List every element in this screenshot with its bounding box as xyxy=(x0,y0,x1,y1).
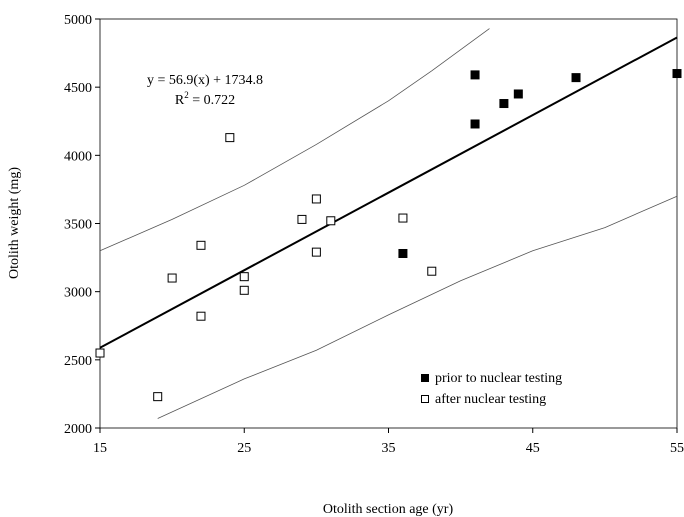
point-after-nuclear-testing xyxy=(196,240,206,250)
legend: prior to nuclear testing after nuclear t… xyxy=(421,371,562,407)
x-tick-label: 35 xyxy=(382,441,396,456)
x-tick-label: 25 xyxy=(237,441,251,456)
data-points xyxy=(95,69,682,402)
regression-equation: y = 56.9(x) + 1734.8 xyxy=(147,73,263,88)
x-axis-label: Otolith section age (yr) xyxy=(323,502,454,517)
legend-label-after: after nuclear testing xyxy=(435,392,546,407)
point-after-nuclear-testing xyxy=(297,214,307,224)
point-prior-nuclear-testing xyxy=(571,73,581,83)
r-squared-label: R2 = 0.722 xyxy=(175,90,235,108)
confidence-band-lower xyxy=(157,195,678,419)
y-tick-label: 3000 xyxy=(64,286,92,301)
point-prior-nuclear-testing xyxy=(398,248,408,258)
y-axis-label: Otolith weight (mg) xyxy=(7,167,22,279)
point-prior-nuclear-testing xyxy=(499,99,509,109)
point-prior-nuclear-testing xyxy=(470,70,480,80)
regression-line xyxy=(99,36,678,349)
r-squared-prefix: R xyxy=(175,93,185,108)
r-squared-superscript: 2 xyxy=(184,90,189,100)
axes: 15 25 35 45 55 2000 2500 3000 3500 4000 4500 5000 xyxy=(64,13,684,456)
point-after-nuclear-testing xyxy=(239,272,249,282)
point-prior-nuclear-testing xyxy=(470,119,480,129)
legend-label-prior: prior to nuclear testing xyxy=(435,371,562,386)
confidence-bands xyxy=(99,28,678,419)
x-tick-label: 55 xyxy=(670,441,684,456)
y-tick-label: 3500 xyxy=(64,218,92,233)
regression xyxy=(99,36,678,349)
y-tick-label: 5000 xyxy=(64,13,92,28)
point-after-nuclear-testing xyxy=(326,216,336,226)
point-after-nuclear-testing xyxy=(398,213,408,223)
point-after-nuclear-testing xyxy=(95,348,105,358)
x-tick-label: 45 xyxy=(526,441,540,456)
point-after-nuclear-testing xyxy=(153,392,163,402)
point-after-nuclear-testing xyxy=(311,194,321,204)
y-tick-label: 2000 xyxy=(64,422,92,437)
confidence-band-upper xyxy=(99,28,490,252)
point-after-nuclear-testing xyxy=(427,266,437,276)
r-squared-value: = 0.722 xyxy=(189,93,235,108)
legend-marker-prior xyxy=(421,374,429,382)
y-tick-label: 4500 xyxy=(64,81,92,96)
point-after-nuclear-testing xyxy=(167,273,177,283)
y-tick-label: 2500 xyxy=(64,354,92,369)
point-after-nuclear-testing xyxy=(196,311,206,321)
point-prior-nuclear-testing xyxy=(513,89,523,99)
point-after-nuclear-testing xyxy=(311,247,321,257)
y-tick-label: 4000 xyxy=(64,149,92,164)
point-after-nuclear-testing xyxy=(239,285,249,295)
x-tick-label: 15 xyxy=(93,441,107,456)
legend-marker-after xyxy=(421,395,429,403)
point-after-nuclear-testing xyxy=(225,133,235,143)
point-prior-nuclear-testing xyxy=(672,69,682,79)
